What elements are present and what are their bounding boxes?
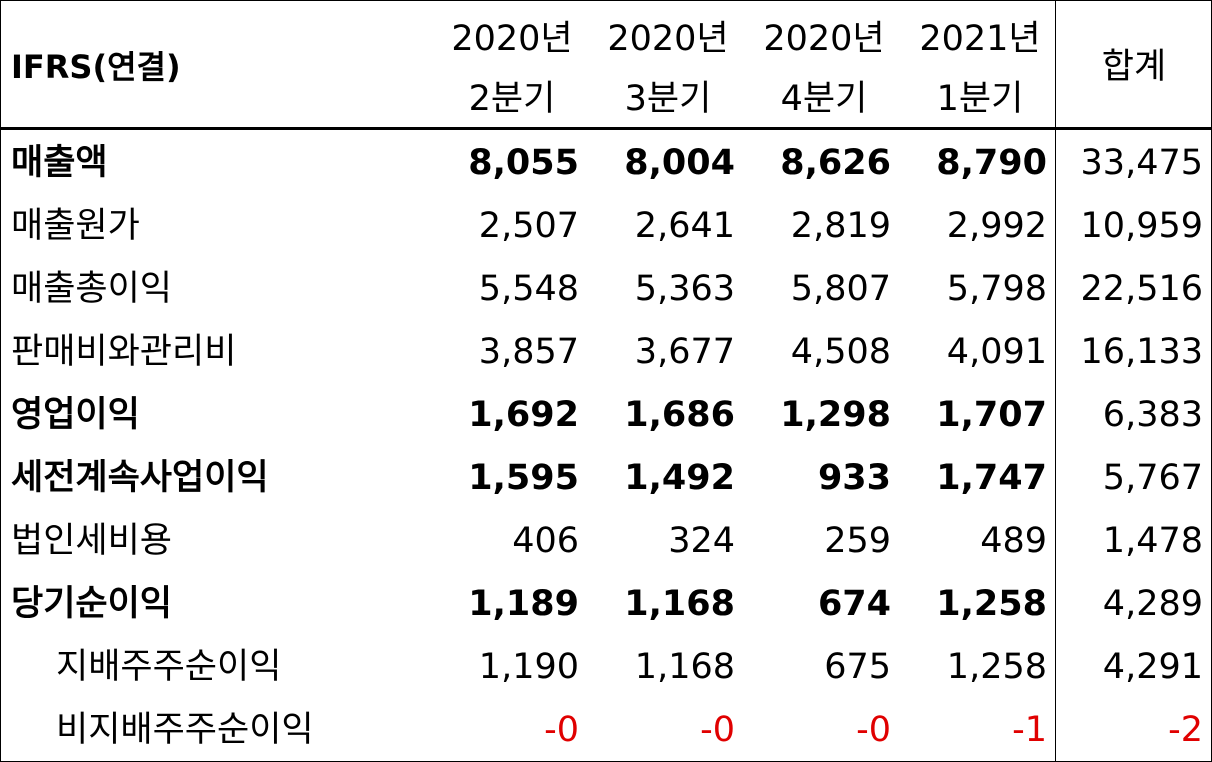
cell-value: 5,807 [790, 269, 891, 309]
cell-value: 5,363 [634, 269, 735, 309]
cell-value: 324 [668, 521, 735, 561]
cell-value: -1 [1012, 710, 1047, 750]
row-label: 매출총이익 [11, 269, 173, 309]
cell-value: 1,692 [468, 395, 579, 435]
cell-value: 1,258 [946, 647, 1047, 687]
cell-total: 10,959 [1080, 206, 1203, 246]
cell-value: 1,298 [780, 395, 891, 435]
cell-value: 259 [824, 521, 891, 561]
row-label: 지배주주순이익 [56, 647, 282, 687]
cell-value: 933 [817, 458, 891, 498]
cell-total: 33,475 [1080, 143, 1203, 183]
cell-total: 4,289 [1102, 584, 1203, 624]
corner-header: IFRS(연결) [11, 48, 181, 86]
row-label: 세전계속사업이익 [11, 458, 269, 498]
cell-value: 4,508 [790, 332, 891, 372]
column-year: 2020년 [763, 19, 885, 59]
cell-value: 1,168 [634, 647, 735, 687]
cell-total: 1,478 [1102, 521, 1203, 561]
row-label: 법인세비용 [11, 521, 173, 561]
cell-total: 6,383 [1102, 395, 1203, 435]
row-label: 매출액 [11, 143, 108, 183]
cell-value: 3,677 [634, 332, 735, 372]
column-year: 2020년 [607, 19, 729, 59]
column-quarter: 2분기 [468, 79, 556, 119]
cell-value: 2,992 [946, 206, 1047, 246]
cell-value: 8,004 [624, 143, 735, 183]
row-label: 영업이익 [11, 395, 140, 435]
cell-value: -0 [856, 710, 891, 750]
cell-value: 8,790 [936, 143, 1047, 183]
cell-value: 8,055 [468, 143, 579, 183]
total-header: 합계 [1101, 47, 1167, 87]
header-rule [1, 127, 1211, 130]
cell-value: -0 [700, 710, 735, 750]
cell-value: 1,190 [478, 647, 579, 687]
cell-value: 1,707 [936, 395, 1047, 435]
row-label: 매출원가 [11, 206, 140, 246]
column-quarter: 3분기 [624, 79, 712, 119]
cell-value: 489 [980, 521, 1047, 561]
cell-total: 16,133 [1080, 332, 1203, 372]
cell-total: 5,767 [1102, 458, 1203, 498]
cell-value: 674 [817, 584, 891, 624]
cell-value: 2,819 [790, 206, 891, 246]
cell-value: 1,168 [624, 584, 735, 624]
cell-value: 2,507 [478, 206, 579, 246]
column-year: 2021년 [919, 19, 1041, 59]
cell-value: 406 [512, 521, 579, 561]
cell-total: -2 [1168, 710, 1203, 750]
cell-value: 8,626 [780, 143, 891, 183]
column-quarter: 1분기 [936, 79, 1024, 119]
row-label: 비지배주주순이익 [56, 710, 314, 750]
cell-value: 5,798 [946, 269, 1047, 309]
cell-value: 2,641 [634, 206, 735, 246]
row-label: 판매비와관리비 [11, 332, 237, 372]
row-label: 당기순이익 [11, 584, 173, 624]
cell-value: 3,857 [478, 332, 579, 372]
cell-value: 5,548 [478, 269, 579, 309]
cell-value: 1,686 [624, 395, 735, 435]
cell-value: 4,091 [946, 332, 1047, 372]
total-divider [1055, 1, 1056, 761]
cell-value: -0 [544, 710, 579, 750]
cell-value: 1,492 [624, 458, 735, 498]
column-year: 2020년 [451, 19, 573, 59]
cell-total: 4,291 [1102, 647, 1203, 687]
column-quarter: 4분기 [780, 79, 868, 119]
cell-value: 1,747 [936, 458, 1047, 498]
cell-total: 22,516 [1080, 269, 1203, 309]
cell-value: 1,258 [936, 584, 1047, 624]
cell-value: 1,189 [468, 584, 579, 624]
cell-value: 675 [824, 647, 891, 687]
cell-value: 1,595 [468, 458, 579, 498]
